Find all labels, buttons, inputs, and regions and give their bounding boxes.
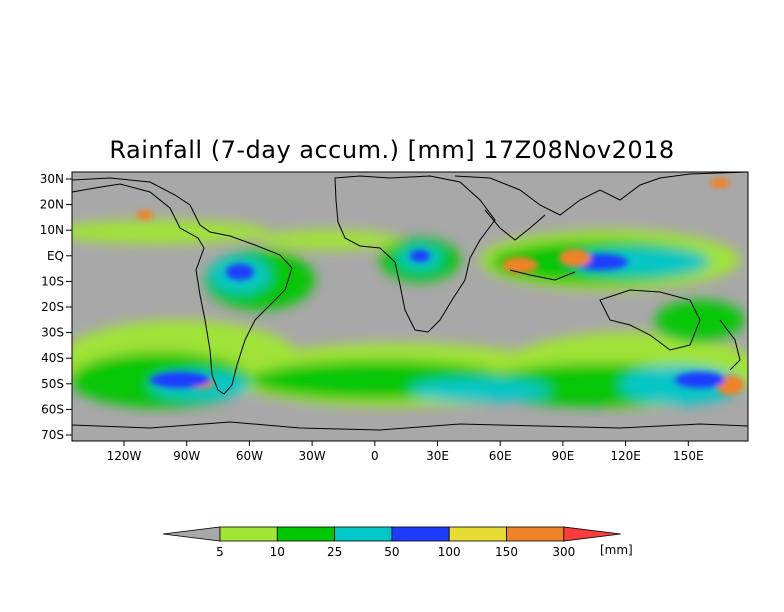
y-tick-label: 10N <box>40 223 64 237</box>
y-tick-label: 20N <box>40 198 64 212</box>
y-tick-label: 10S <box>41 274 64 288</box>
x-tick-label: 150E <box>673 449 704 463</box>
legend-threshold-label: 5 <box>216 545 224 559</box>
y-tick-label: 60S <box>41 402 64 416</box>
legend-unit: [mm] <box>600 543 633 557</box>
coastlines <box>72 172 748 431</box>
y-tick-label: EQ <box>47 249 64 263</box>
y-tick-label: 30N <box>40 172 64 186</box>
legend-threshold-label: 300 <box>552 545 575 559</box>
legend-swatch <box>391 526 450 542</box>
x-tick-label: 0 <box>371 449 379 463</box>
legend-swatch <box>162 526 221 542</box>
x-axis: 120W 90W 60W 30W 0 30E 60E 90E 120E 150E <box>107 441 704 463</box>
legend-threshold-label: 100 <box>438 545 461 559</box>
x-tick-label: 120E <box>610 449 641 463</box>
map-title: Rainfall (7-day accum.) [mm] 17Z08Nov201… <box>109 136 675 164</box>
x-tick-label: 120W <box>107 449 142 463</box>
y-axis: 30N 20N 10N EQ 10S 20S 30S 40S 50S 60S 70S <box>40 172 72 442</box>
y-tick-label: 50S <box>41 377 64 391</box>
legend-swatch <box>334 526 393 542</box>
legend-swatch <box>219 526 278 542</box>
x-tick-label: 90W <box>173 449 200 463</box>
legend-swatch <box>506 526 565 542</box>
legend-swatch <box>563 526 621 542</box>
y-tick-label: 70S <box>41 428 64 442</box>
y-tick-label: 40S <box>41 351 64 365</box>
x-tick-label: 30W <box>299 449 326 463</box>
legend-threshold-label: 150 <box>495 545 518 559</box>
color-legend: 5 10 25 50 100 150 300 <box>162 526 621 559</box>
legend-threshold-label: 50 <box>384 545 399 559</box>
legend-swatch <box>276 526 335 542</box>
x-tick-label: 60W <box>236 449 263 463</box>
legend-threshold-label: 10 <box>270 545 285 559</box>
x-tick-label: 30E <box>426 449 449 463</box>
legend-threshold-label: 25 <box>327 545 342 559</box>
x-tick-label: 60E <box>489 449 512 463</box>
x-tick-label: 90E <box>551 449 574 463</box>
rainfall-field <box>72 178 748 408</box>
y-tick-label: 20S <box>41 300 64 314</box>
legend-swatch <box>448 526 507 542</box>
y-tick-label: 30S <box>41 326 64 340</box>
